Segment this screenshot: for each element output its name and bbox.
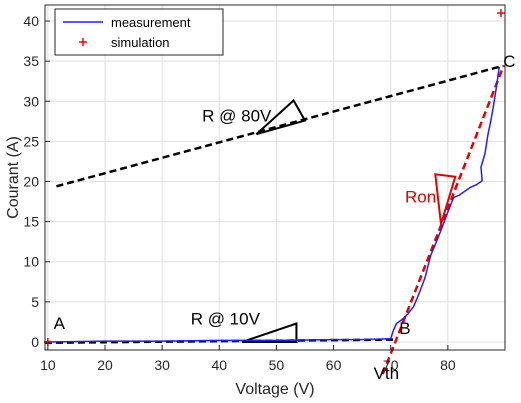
y-tick-label: 35: [23, 53, 39, 69]
y-tick-label: 0: [31, 334, 39, 350]
y-tick-label: 15: [23, 214, 39, 230]
x-tick-label: 60: [326, 357, 342, 373]
x-tick-label: 50: [269, 357, 285, 373]
annotation-label: C: [503, 52, 515, 71]
y-tick-label: 30: [23, 93, 39, 109]
plot-frame: [44, 4, 506, 351]
legend: measurement simulation: [54, 8, 224, 56]
x-tick-labels: 10 20 30 40 50 60 70 80: [40, 345, 456, 373]
x-axis-label: Voltage (V): [235, 381, 314, 398]
y-tick-label: 40: [23, 13, 39, 29]
slope-triangle: [241, 322, 298, 343]
y-axis-label: Courant (A): [5, 136, 22, 219]
x-tick-label: 20: [97, 357, 113, 373]
annotation-label: B: [399, 319, 410, 338]
y-tick-label: 10: [23, 254, 39, 270]
annotation-label: Vth: [374, 364, 400, 383]
slope-triangle: [434, 173, 457, 225]
legend-box: [54, 8, 224, 56]
y-tick-label: 25: [23, 133, 39, 149]
legend-label-simulation: simulation: [111, 35, 170, 50]
annotation-label: Ron: [405, 187, 436, 206]
annotation-label: A: [54, 314, 66, 333]
y-tick-label: 20: [23, 174, 39, 190]
legend-swatch-simulation: [79, 38, 87, 46]
series-line-0: [47, 66, 501, 343]
x-tick-label: 40: [211, 357, 227, 373]
annotation-label: R @ 10V: [191, 309, 261, 328]
x-tick-label: 10: [40, 357, 56, 373]
simulation-point: [497, 9, 505, 18]
slope-triangles: [241, 98, 457, 343]
x-tick-label: 30: [154, 357, 170, 373]
plot-area: [45, 5, 505, 350]
slope-triangle: [255, 98, 307, 136]
y-tick-labels: 0 5 10 15 20 25 30 35 40: [23, 13, 50, 350]
x-tick-label: 80: [440, 357, 456, 373]
x-tick-label: 70: [383, 357, 399, 373]
legend-label-measurement: measurement: [111, 15, 191, 30]
annotation-label: R @ 80V: [202, 106, 272, 125]
y-tick-label: 5: [31, 294, 39, 310]
annotations: A B C R @ 10V R @ 80V Ron Vth: [54, 52, 516, 383]
